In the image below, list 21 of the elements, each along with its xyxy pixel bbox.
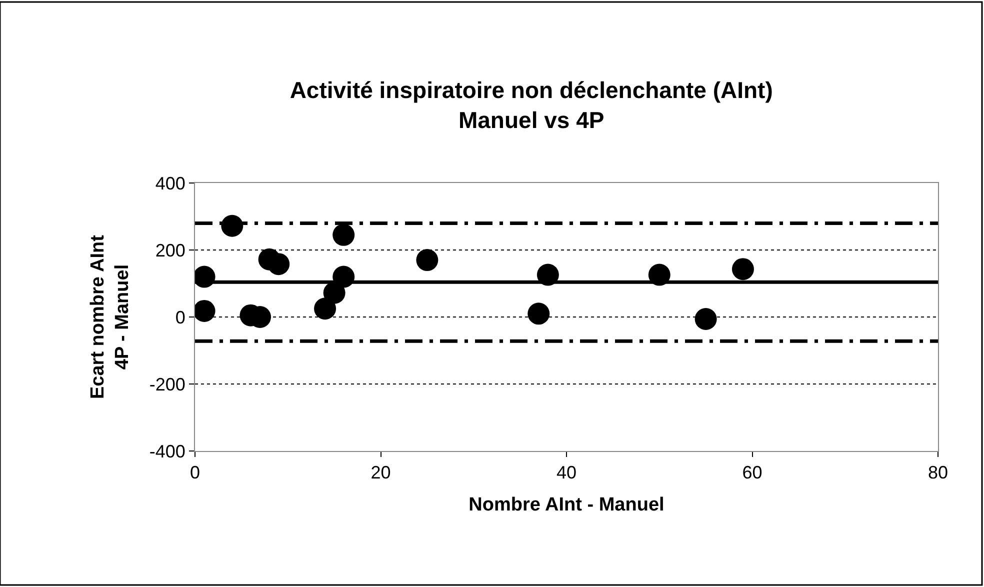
y-axis-title: Ecart nombre AInt 4P - Manuel xyxy=(88,234,134,399)
point xyxy=(268,253,290,276)
x-axis-title: Nombre AInt - Manuel xyxy=(468,494,664,516)
point xyxy=(323,282,346,304)
point xyxy=(694,308,717,330)
y-tick-label: -200 xyxy=(149,374,186,394)
y-tick-label: 200 xyxy=(155,240,186,260)
point xyxy=(732,258,754,280)
x-tick-label: 80 xyxy=(928,462,948,483)
y-tick-label: 0 xyxy=(175,307,186,328)
x-tick-label: 60 xyxy=(742,462,762,483)
y-tick-label: 400 xyxy=(155,173,186,194)
point xyxy=(314,298,336,320)
point xyxy=(332,224,355,246)
x-tick-label: 40 xyxy=(556,462,577,483)
point xyxy=(416,249,438,272)
chart-title: Activité inspiratoire non déclenchante (AInt) Manuel vs 4P xyxy=(290,77,773,133)
y-tick-label: -400 xyxy=(149,441,186,462)
x-tick-label: 20 xyxy=(370,462,391,483)
point xyxy=(528,302,550,325)
x-tick-label: 0 xyxy=(190,462,200,483)
